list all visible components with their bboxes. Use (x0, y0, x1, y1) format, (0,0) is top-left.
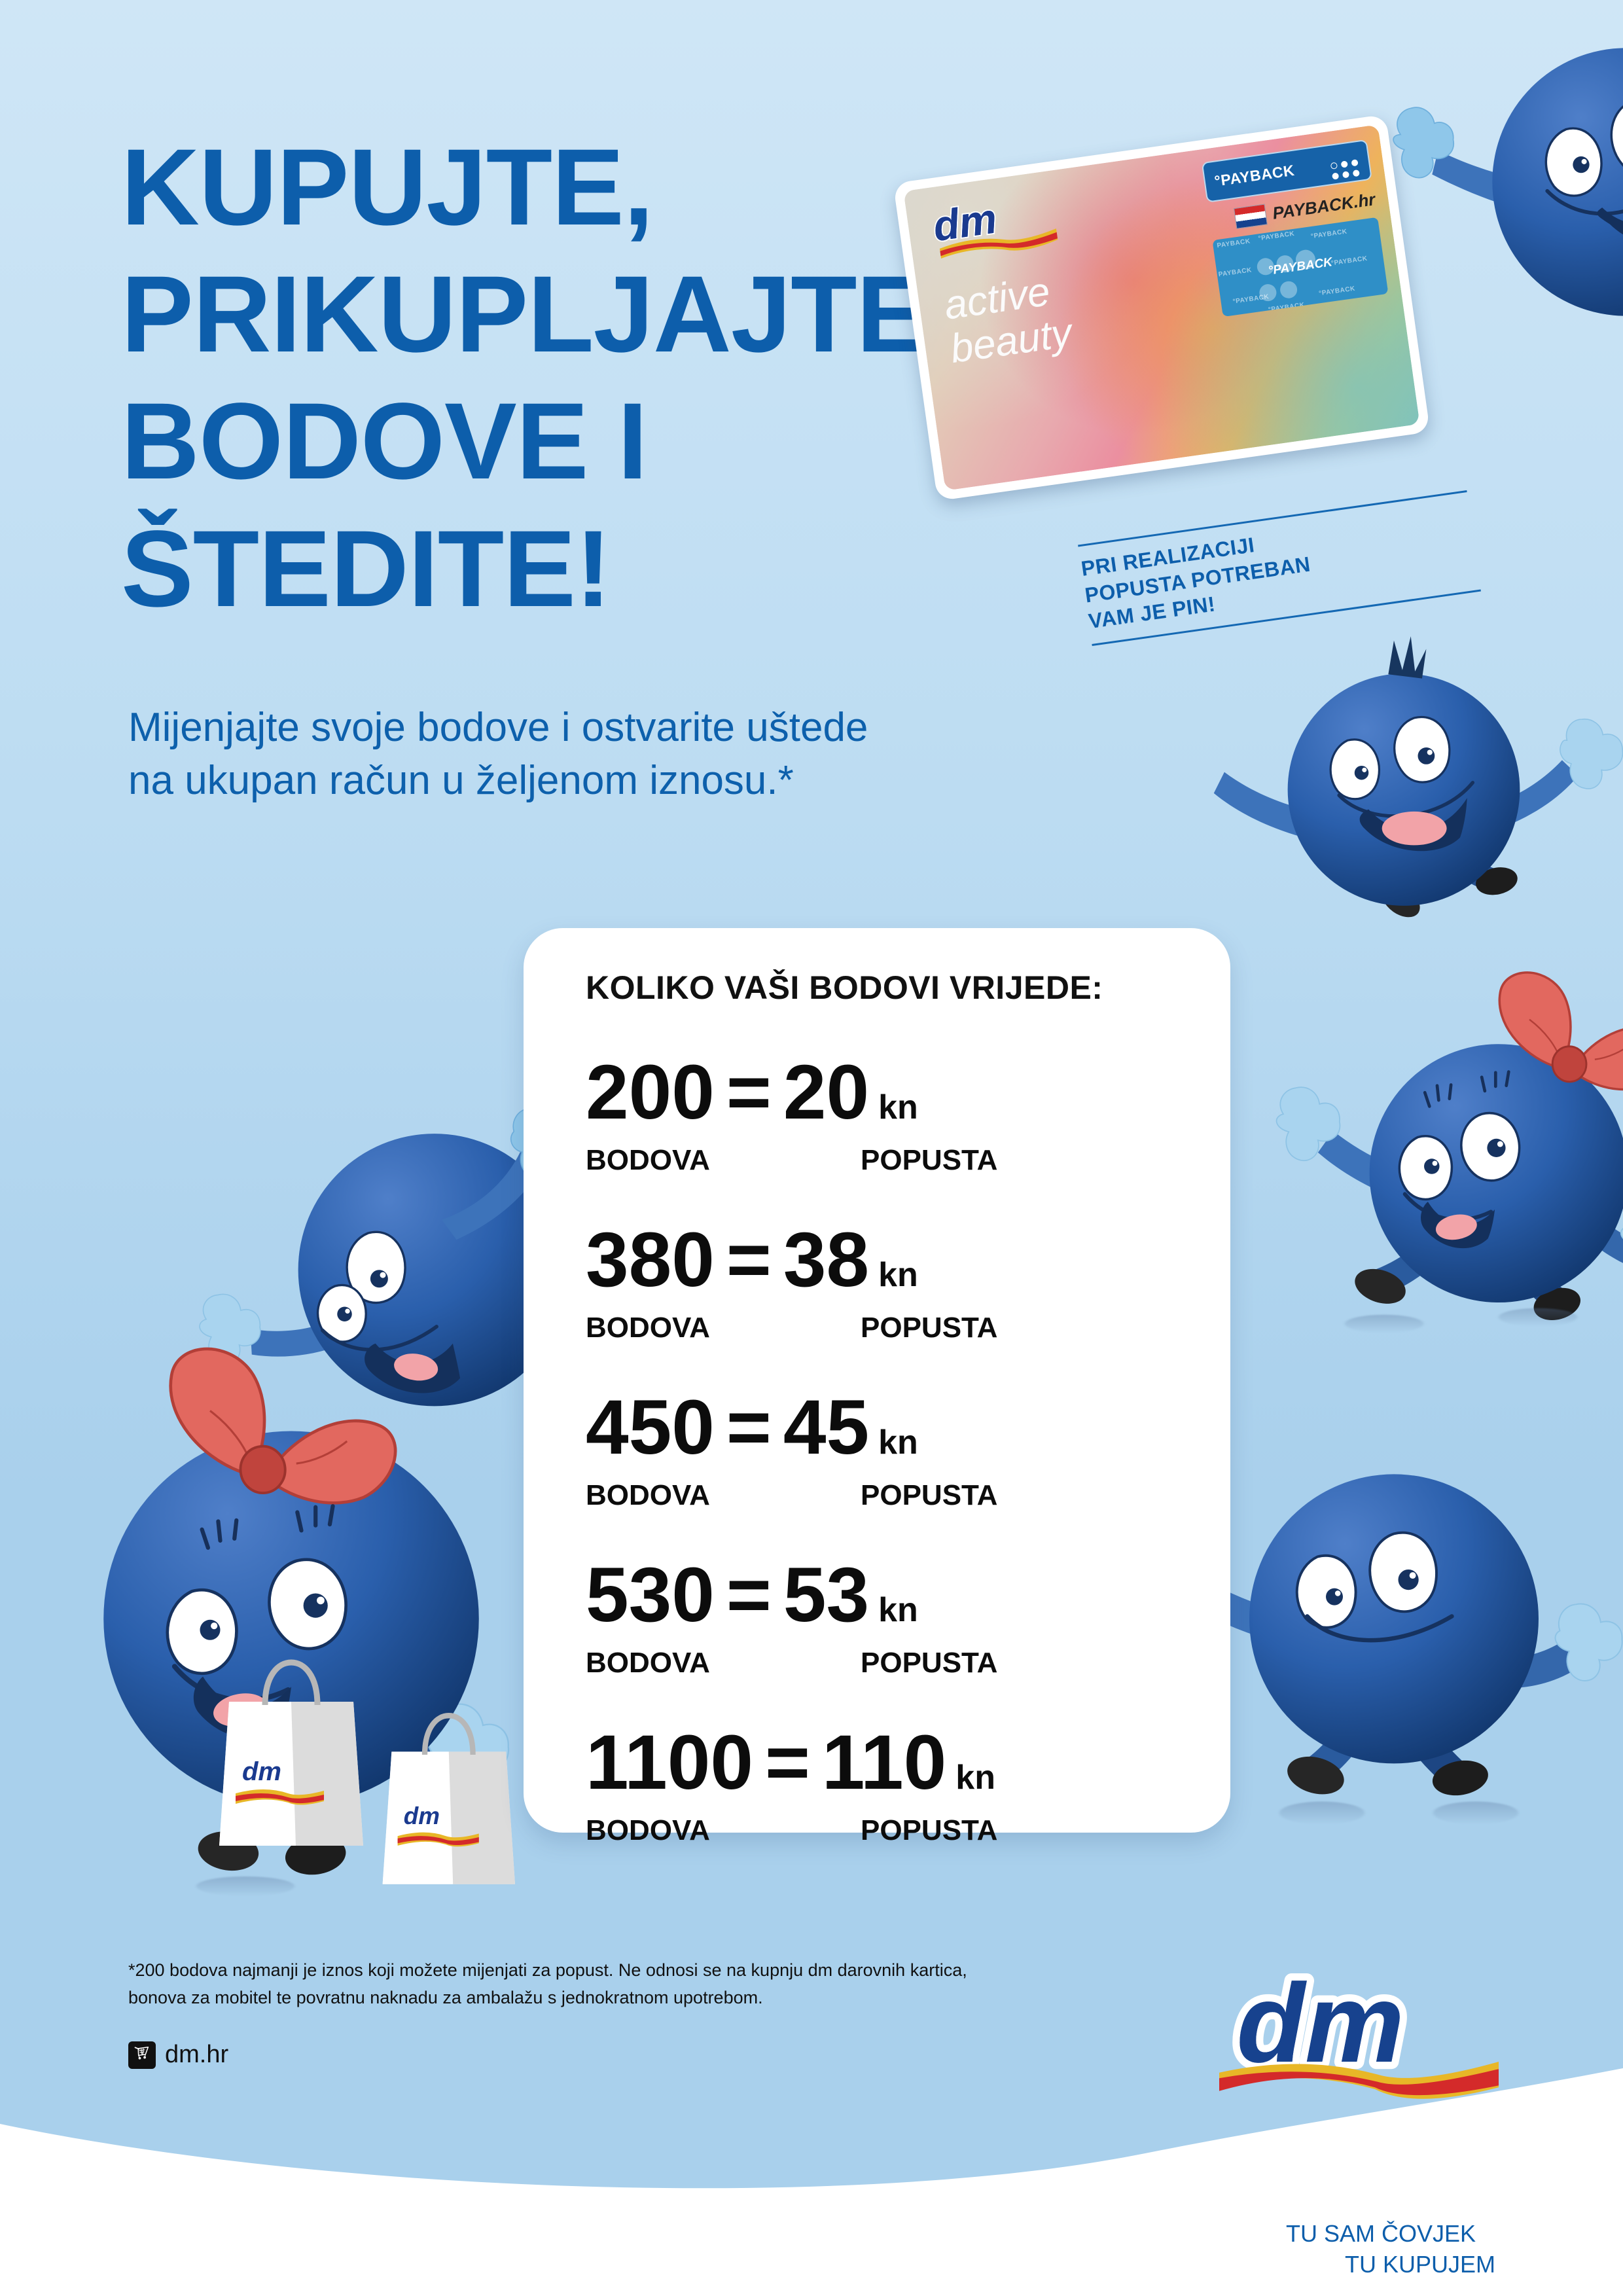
svg-text:dm: dm (242, 1757, 281, 1786)
svg-text:dm: dm (404, 1803, 440, 1829)
